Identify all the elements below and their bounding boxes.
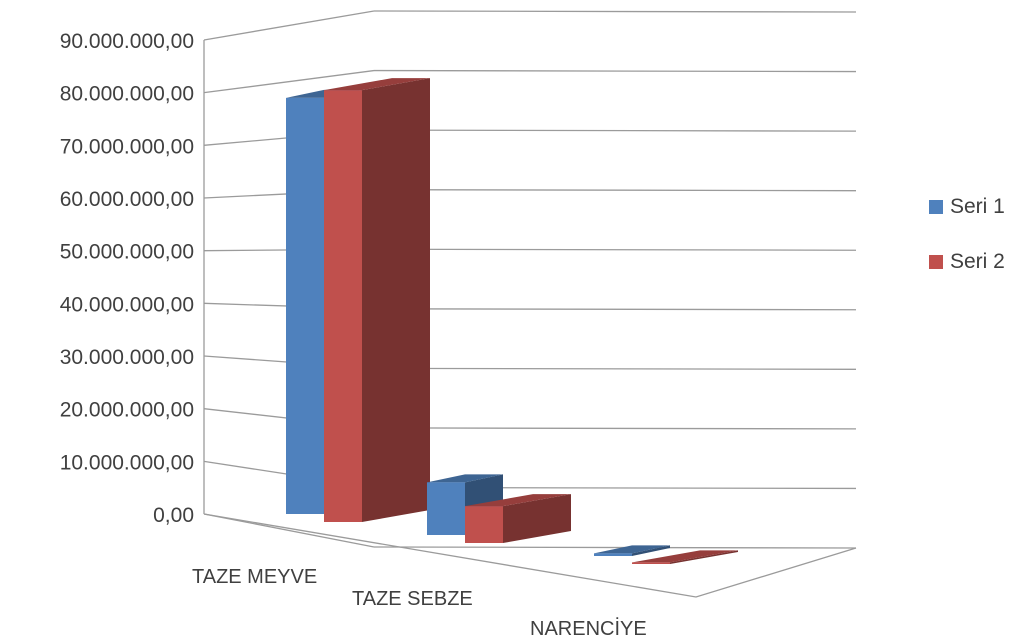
gridline-back bbox=[373, 10, 857, 13]
bar-front bbox=[594, 553, 632, 556]
bar-front bbox=[465, 506, 503, 543]
bar-side bbox=[670, 550, 738, 564]
y-tick-label: 70.000.000,00 bbox=[60, 135, 194, 158]
x-category-label: TAZE MEYVE bbox=[192, 566, 317, 588]
y-tick-label: 20.000.000,00 bbox=[60, 399, 194, 422]
legend-label: Seri 2 bbox=[950, 250, 1005, 273]
bar-2-3 bbox=[632, 550, 738, 564]
bar-side bbox=[503, 494, 571, 543]
gridline-back bbox=[373, 427, 857, 430]
x-category-label: TAZE SEBZE bbox=[352, 588, 473, 610]
bar-front bbox=[632, 562, 670, 564]
bar-front bbox=[427, 482, 465, 535]
bar-top bbox=[465, 494, 571, 507]
bar-top bbox=[632, 550, 738, 563]
category-labels: TAZE MEYVE TAZE SEBZE NARENCİYE bbox=[192, 566, 647, 640]
gridline-side bbox=[203, 69, 375, 94]
y-tick-label: 40.000.000,00 bbox=[60, 293, 194, 316]
legend-swatch bbox=[929, 200, 943, 214]
gridline-back bbox=[373, 546, 857, 549]
gridline-back bbox=[373, 189, 857, 192]
bar-top bbox=[594, 545, 670, 554]
legend-swatch bbox=[929, 255, 943, 269]
gridline-side bbox=[203, 10, 375, 41]
floor-outline bbox=[203, 513, 857, 598]
gridline-back bbox=[373, 129, 857, 132]
y-tick-label: 10.000.000,00 bbox=[60, 451, 194, 474]
x-category-label: NARENCİYE bbox=[530, 617, 647, 640]
y-tick-label: 60.000.000,00 bbox=[60, 188, 194, 211]
y-axis-tick-labels: 0,00 10.000.000,00 20.000.000,00 30.000.000… bbox=[60, 30, 194, 527]
legend-label: Seri 1 bbox=[950, 195, 1005, 218]
gridline-back bbox=[373, 308, 857, 311]
bars bbox=[286, 78, 738, 564]
y-tick-label: 90.000.000,00 bbox=[60, 30, 194, 53]
gridline-back bbox=[373, 367, 857, 370]
gridline-side bbox=[203, 513, 375, 548]
bar-top bbox=[427, 474, 503, 483]
bar-2-2 bbox=[465, 494, 571, 543]
bar-front bbox=[286, 97, 324, 514]
bar-front bbox=[324, 90, 362, 522]
y-tick-label: 80.000.000,00 bbox=[60, 83, 194, 106]
bar-side bbox=[632, 545, 670, 556]
bar-2-1 bbox=[324, 78, 430, 522]
bar-side bbox=[362, 78, 430, 522]
bar-top bbox=[324, 78, 430, 91]
y-tick-label: 0,00 bbox=[153, 504, 194, 527]
gridline-back bbox=[373, 69, 857, 73]
gridline-back bbox=[373, 248, 857, 251]
bar-1-3 bbox=[594, 545, 670, 556]
legend: Seri 1 Seri 2 bbox=[929, 195, 1005, 273]
y-tick-label: 30.000.000,00 bbox=[60, 346, 194, 369]
y-tick-label: 50.000.000,00 bbox=[60, 241, 194, 264]
